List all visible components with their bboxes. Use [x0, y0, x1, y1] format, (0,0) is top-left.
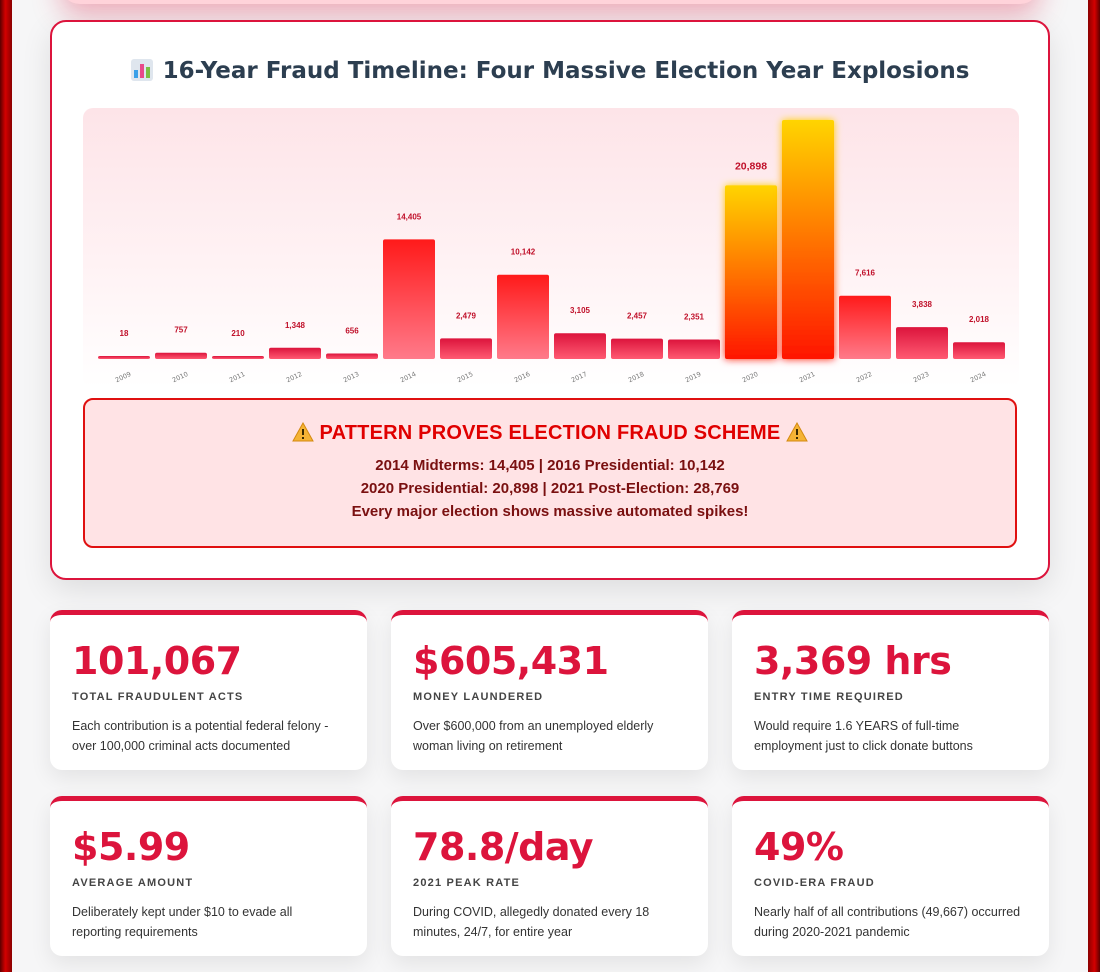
- data-label-2016: 10,142: [511, 248, 536, 257]
- warning-icon: [786, 422, 809, 442]
- alert-title-text: PATTERN PROVES ELECTION FRAUD SCHEME: [319, 422, 781, 444]
- stat-label: MONEY LAUNDERED: [413, 691, 544, 703]
- stat-description: Deliberately kept under $10 to evade all…: [72, 905, 293, 939]
- x-tick-label-2020: 2020: [741, 370, 759, 384]
- bar-2011: [212, 356, 264, 359]
- stat-description: Would require 1.6 YEARS of full-time emp…: [754, 719, 973, 753]
- bar-2021: [782, 120, 834, 359]
- bar-2019: [668, 339, 720, 359]
- x-tick-label-2011: 2011: [228, 370, 246, 384]
- fraud-pattern-alert: PATTERN PROVES ELECTION FRAUD SCHEME 201…: [83, 398, 1017, 548]
- bar-2016: [497, 274, 549, 359]
- alert-title: PATTERN PROVES ELECTION FRAUD SCHEME: [85, 422, 1015, 445]
- data-label-2014: 14,405: [397, 212, 422, 221]
- stat-value: 3,369 hrs: [754, 639, 952, 683]
- stat-description: Each contribution is a potential federal…: [72, 719, 329, 753]
- stat-value: 49%: [754, 825, 844, 869]
- previous-section-edge: [60, 0, 1040, 4]
- chart-title: 16-Year Fraud Timeline: Four Massive Ele…: [52, 58, 1048, 84]
- x-tick-label-2017: 2017: [570, 370, 588, 384]
- stat-card-peak-rate: 78.8/day 2021 PEAK RATE During COVID, al…: [391, 796, 708, 956]
- stat-label: ENTRY TIME REQUIRED: [754, 691, 904, 703]
- chart-title-text: 16-Year Fraud Timeline: Four Massive Ele…: [162, 58, 970, 84]
- stat-label: COVID-ERA FRAUD: [754, 877, 875, 889]
- x-tick-label-2016: 2016: [513, 370, 531, 384]
- x-tick-label-2024: 2024: [969, 370, 987, 384]
- data-label-2011: 210: [231, 329, 245, 338]
- alert-line-2: 2020 Presidential: 20,898 | 2021 Post-El…: [360, 480, 740, 497]
- stat-card-covid-era: 49% COVID-ERA FRAUD Nearly half of all c…: [732, 796, 1049, 956]
- x-tick-label-2009: 2009: [114, 370, 132, 384]
- bar-chart-svg: 18 2009 757 2010 210 2011 1,348 2012 656 2013 14,4…: [98, 120, 1005, 384]
- page-frame-right: [1088, 0, 1100, 972]
- stat-label: 2021 PEAK RATE: [413, 877, 521, 889]
- stat-description: During COVID, allegedly donated every 18…: [413, 905, 650, 939]
- x-tick-label-2015: 2015: [456, 370, 474, 384]
- alert-line-3: Every major election shows massive autom…: [351, 503, 749, 520]
- bar-2013: [326, 353, 378, 359]
- data-label-2022: 7,616: [855, 269, 876, 278]
- stat-card-average-amount: $5.99 AVERAGE AMOUNT Deliberately kept u…: [50, 796, 367, 956]
- stat-description: Over $600,000 from an unemployed elderly…: [413, 719, 654, 753]
- bar-2020: [725, 185, 777, 359]
- bar-2018: [611, 338, 663, 359]
- bar-chart-icon: [130, 59, 153, 81]
- data-label-2009: 18: [120, 329, 129, 338]
- stat-card-total-acts: 101,067 TOTAL FRAUDULENT ACTS Each contr…: [50, 610, 367, 770]
- data-label-2017: 3,105: [570, 306, 591, 315]
- stat-value: $605,431: [413, 639, 609, 683]
- fraud-timeline-card: 16-Year Fraud Timeline: Four Massive Ele…: [50, 20, 1050, 580]
- stat-card-money-laundered: $605,431 MONEY LAUNDERED Over $600,000 f…: [391, 610, 708, 770]
- data-label-2020: 20,898: [735, 160, 767, 172]
- page-frame-left: [0, 0, 12, 972]
- bar-2015: [440, 338, 492, 359]
- stat-value: $5.99: [72, 825, 190, 869]
- bar-2024: [953, 342, 1005, 359]
- stat-value: 78.8/day: [413, 825, 594, 869]
- bar-2022: [839, 295, 891, 359]
- x-tick-label-2019: 2019: [684, 370, 702, 384]
- bar-2014: [383, 239, 435, 359]
- data-label-2024: 2,018: [969, 315, 990, 324]
- bar-2010: [155, 352, 207, 359]
- data-label-2012: 1,348: [285, 321, 306, 330]
- data-label-2018: 2,457: [627, 312, 648, 321]
- stat-label: TOTAL FRAUDULENT ACTS: [72, 691, 244, 703]
- stat-card-entry-time: 3,369 hrs ENTRY TIME REQUIRED Would requ…: [732, 610, 1049, 770]
- x-tick-label-2022: 2022: [855, 370, 873, 384]
- bar-2023: [896, 327, 948, 359]
- warning-icon: [291, 422, 314, 442]
- data-label-2010: 757: [174, 326, 188, 335]
- bar-2017: [554, 333, 606, 359]
- x-tick-label-2013: 2013: [342, 370, 360, 384]
- data-label-2013: 656: [345, 327, 359, 336]
- x-tick-label-2023: 2023: [912, 370, 930, 384]
- stat-description: Nearly half of all contributions (49,667…: [754, 905, 1021, 939]
- stat-label: AVERAGE AMOUNT: [72, 877, 194, 889]
- bar-chart: 18 2009 757 2010 210 2011 1,348 2012 656 2013 14,4…: [83, 108, 1019, 388]
- bar-2009: [98, 356, 150, 359]
- stat-value: 101,067: [72, 639, 242, 683]
- data-label-2019: 2,351: [684, 312, 705, 321]
- x-tick-label-2012: 2012: [285, 370, 303, 384]
- bar-2012: [269, 347, 321, 359]
- x-tick-label-2021: 2021: [798, 370, 816, 384]
- x-tick-label-2010: 2010: [171, 370, 189, 384]
- x-tick-label-2014: 2014: [399, 370, 417, 384]
- alert-line-1: 2014 Midterms: 14,405 | 2016 Presidentia…: [375, 457, 725, 474]
- data-label-2023: 3,838: [912, 300, 933, 309]
- data-label-2015: 2,479: [456, 311, 477, 320]
- x-tick-label-2018: 2018: [627, 370, 645, 384]
